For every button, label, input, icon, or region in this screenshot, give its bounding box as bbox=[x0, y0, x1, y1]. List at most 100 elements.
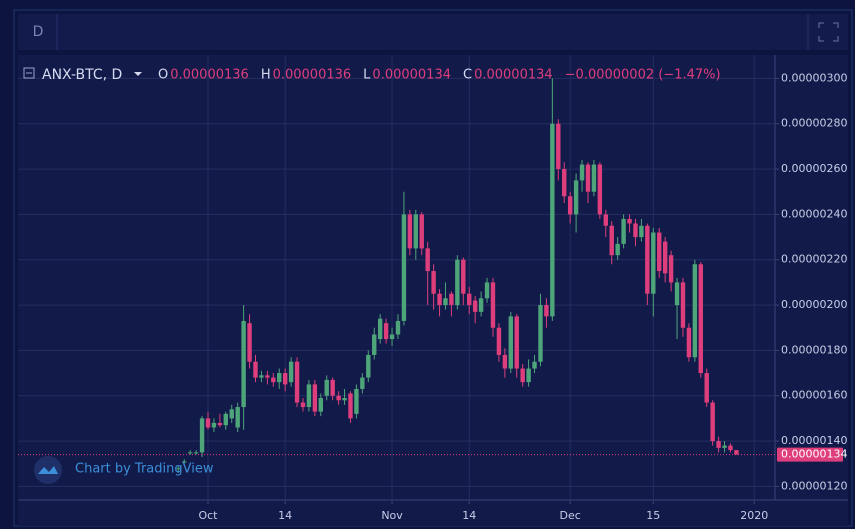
candle-body bbox=[651, 232, 656, 294]
candle-body bbox=[662, 241, 668, 274]
candle-body bbox=[229, 409, 234, 419]
x-tick-label: 14 bbox=[462, 509, 476, 522]
candle-body bbox=[288, 361, 294, 383]
candle-body bbox=[674, 282, 680, 306]
candle-body bbox=[657, 232, 662, 272]
collapse-icon[interactable] bbox=[23, 67, 35, 79]
ohlc-key: O bbox=[158, 68, 168, 83]
candle-body bbox=[360, 377, 365, 389]
candle-body bbox=[431, 271, 436, 294]
candle-body bbox=[354, 388, 359, 414]
candle-body bbox=[484, 282, 490, 299]
candle-body bbox=[282, 373, 288, 385]
candle-body bbox=[324, 379, 329, 396]
candle-body bbox=[449, 293, 454, 306]
candle-body bbox=[496, 327, 502, 355]
interval-button[interactable]: D bbox=[33, 24, 44, 40]
candle-body bbox=[407, 214, 413, 249]
last-price-box bbox=[777, 447, 843, 462]
x-tick-label: Nov bbox=[381, 509, 403, 522]
candle-body bbox=[348, 393, 353, 419]
candle-body bbox=[532, 361, 537, 369]
candles bbox=[176, 78, 739, 473]
candle-body bbox=[734, 450, 739, 455]
ohlc-key: H bbox=[261, 68, 271, 83]
candle-body bbox=[425, 248, 430, 272]
candle-body bbox=[627, 218, 632, 224]
fullscreen-icon[interactable] bbox=[818, 22, 839, 42]
candle-body bbox=[306, 384, 312, 408]
watermark: Chart by TradingView bbox=[34, 456, 214, 484]
candle-body bbox=[615, 243, 620, 256]
candle-body bbox=[562, 169, 567, 197]
candle-body bbox=[597, 164, 603, 215]
candle-body bbox=[253, 361, 258, 378]
candle-body bbox=[300, 402, 306, 408]
candle-body bbox=[193, 452, 199, 454]
candle-body bbox=[455, 259, 460, 306]
y-tick-label: 0.00000300 bbox=[781, 71, 847, 84]
candle-body bbox=[680, 282, 686, 328]
candle-body bbox=[211, 422, 217, 428]
candle-body bbox=[710, 402, 715, 442]
candle-body bbox=[437, 293, 442, 306]
candle-body bbox=[526, 368, 531, 383]
candle-body bbox=[704, 373, 709, 403]
ohlc-key: L bbox=[363, 68, 371, 83]
candle-body bbox=[544, 305, 549, 317]
x-tick-label: Oct bbox=[198, 509, 218, 522]
candle-body bbox=[461, 259, 466, 294]
candle-body bbox=[609, 225, 614, 256]
candle-body bbox=[585, 164, 591, 192]
candle-body bbox=[271, 377, 276, 383]
grid bbox=[18, 55, 775, 500]
y-tick-label: 0.00000280 bbox=[781, 117, 847, 130]
candle-body bbox=[366, 354, 371, 378]
symbol: ANX-BTC, D bbox=[42, 67, 122, 83]
last-price-label: 0.00000134 bbox=[781, 448, 847, 461]
watermark-text: Chart by TradingView bbox=[75, 462, 214, 477]
candle-body bbox=[176, 468, 181, 470]
candle-body bbox=[389, 334, 395, 340]
candle-body bbox=[603, 214, 608, 226]
ohlc-key: C bbox=[463, 68, 472, 83]
candle-body bbox=[241, 320, 246, 408]
candle-body bbox=[621, 218, 626, 244]
toolbar bbox=[18, 14, 848, 50]
candle-body bbox=[199, 418, 205, 453]
ohlc-value: 0.00000134 bbox=[474, 68, 553, 83]
candle-body bbox=[395, 320, 401, 335]
ohlc-value: 0.00000136 bbox=[273, 68, 352, 83]
y-tick-label: 0.00000140 bbox=[781, 434, 847, 447]
dropdown-arrow[interactable] bbox=[134, 72, 142, 76]
candle-body bbox=[294, 361, 300, 403]
candle-body bbox=[247, 323, 252, 362]
y-tick-label: 0.00000240 bbox=[781, 207, 847, 220]
x-tick-label: 15 bbox=[646, 509, 660, 522]
candle-body bbox=[342, 398, 347, 401]
candle-body bbox=[645, 225, 650, 294]
candle-body bbox=[538, 305, 543, 362]
change: −0.00000002 (−1.47%) bbox=[565, 68, 721, 83]
candle-body bbox=[205, 418, 211, 428]
candle-body bbox=[692, 264, 698, 358]
watermark-logo bbox=[34, 456, 62, 484]
candle-body bbox=[467, 293, 472, 306]
candle-body bbox=[508, 316, 513, 369]
ohlc-value: 0.00000136 bbox=[170, 68, 249, 83]
y-tick-label: 0.00000200 bbox=[781, 298, 847, 311]
watermark-logo-shape bbox=[38, 466, 58, 474]
y-tick-label: 0.00000260 bbox=[781, 162, 847, 175]
candle-body bbox=[336, 395, 341, 401]
candle-body bbox=[259, 375, 264, 378]
candle-body bbox=[550, 123, 555, 317]
candle-body bbox=[591, 164, 597, 192]
candle-body bbox=[490, 282, 496, 328]
candle-body bbox=[639, 225, 644, 238]
candle-body bbox=[318, 398, 323, 412]
candle-body bbox=[520, 368, 525, 383]
candle-body bbox=[235, 407, 240, 428]
candle-body bbox=[401, 214, 407, 321]
y-tick-label: 0.00000180 bbox=[781, 343, 847, 356]
